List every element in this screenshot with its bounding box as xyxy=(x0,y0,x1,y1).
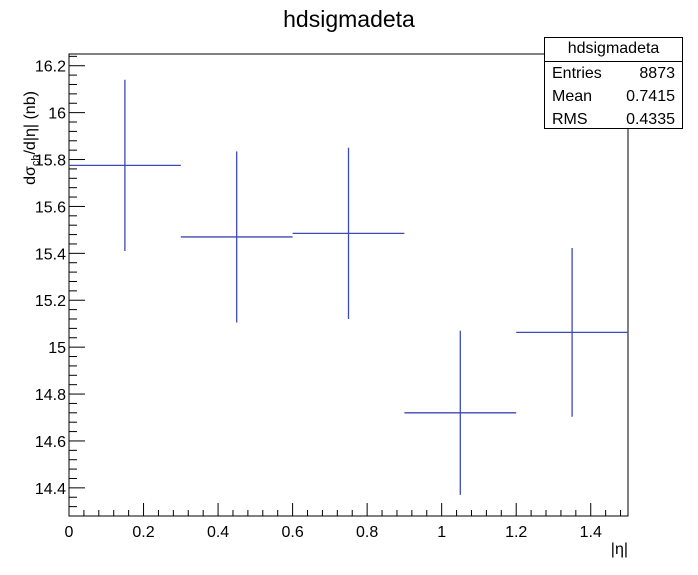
stats-value: 8873 xyxy=(639,65,675,82)
y-tick-label: 14.4 xyxy=(35,481,66,498)
x-tick-label: 1.4 xyxy=(580,524,602,541)
data-point xyxy=(404,330,517,495)
x-axis-label: |η| xyxy=(611,541,628,558)
y-axis-label: dσch/d|η| (nb) xyxy=(22,91,42,185)
chart-title: hdsigmadeta xyxy=(283,6,415,32)
data-point xyxy=(516,247,628,417)
y-tick-label: 14.8 xyxy=(35,387,66,404)
stats-box: hdsigmadeta Entries 8873 Mean 0.7415 RMS… xyxy=(544,37,683,129)
x-axis: 0 0.2 0.4 0.6 0.8 1 1.2 1.4 xyxy=(65,503,622,541)
stats-label: RMS xyxy=(552,111,588,128)
y-tick-label: 15.6 xyxy=(35,199,66,216)
stats-value: 0.4335 xyxy=(626,111,675,128)
data-point xyxy=(180,151,293,323)
stats-label: Entries xyxy=(552,65,602,82)
y-tick-label: 16 xyxy=(48,106,66,123)
y-tick-label: 16.2 xyxy=(35,59,66,76)
y-axis: 14.4 14.6 14.8 15 15.2 15.4 15.6 15.8 16 16.2 xyxy=(35,55,85,517)
y-tick-label: 15.2 xyxy=(35,293,66,310)
stats-value: 0.7415 xyxy=(626,88,675,105)
x-tick-label: 0.8 xyxy=(356,524,378,541)
stats-row-rms: RMS 0.4335 xyxy=(545,108,682,131)
y-tick-label: 15 xyxy=(48,340,66,357)
x-tick-label: 0.6 xyxy=(281,524,303,541)
stats-row-mean: Mean 0.7415 xyxy=(545,85,682,108)
x-tick-label: 0.4 xyxy=(207,524,229,541)
x-tick-label: 1 xyxy=(437,524,446,541)
data-point xyxy=(292,147,405,320)
plot-frame xyxy=(68,53,629,517)
y-tick-label: 14.6 xyxy=(35,434,66,451)
x-tick-label: 1.2 xyxy=(505,524,527,541)
y-tick-label: 15.8 xyxy=(35,153,66,170)
y-tick-label: 15.4 xyxy=(35,246,66,263)
stats-row-entries: Entries 8873 xyxy=(545,62,682,85)
stats-title: hdsigmadeta xyxy=(545,38,682,62)
x-tick-label: 0.2 xyxy=(132,524,154,541)
stats-label: Mean xyxy=(552,88,593,105)
data-points xyxy=(69,79,628,495)
data-point xyxy=(69,79,181,251)
x-tick-label: 0 xyxy=(65,524,74,541)
